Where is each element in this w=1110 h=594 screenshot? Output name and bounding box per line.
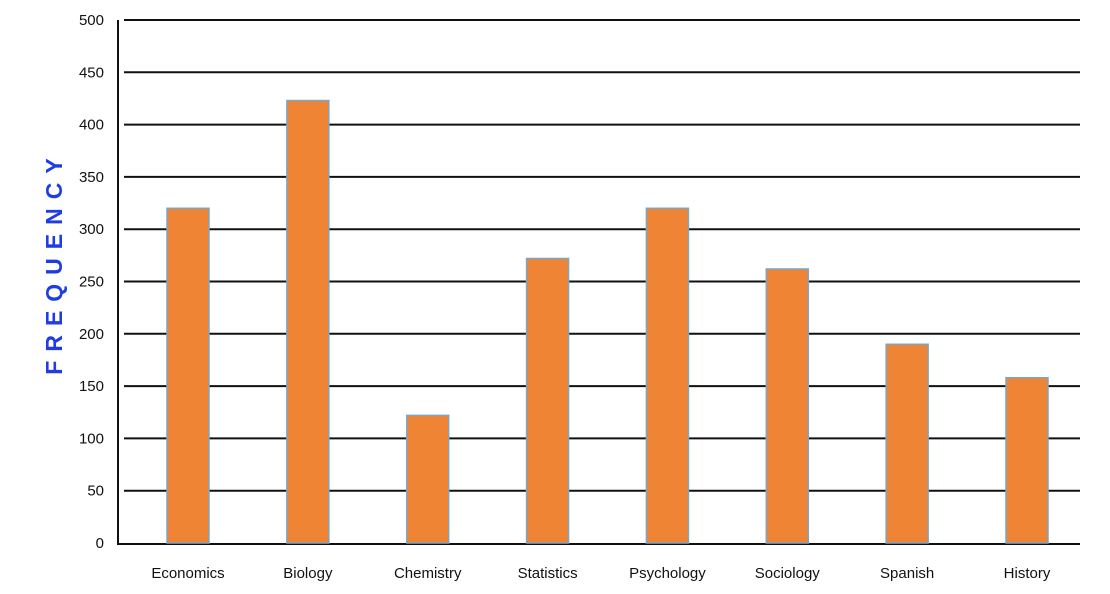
y-tick-label-150: 150	[79, 378, 104, 395]
bar-psychology	[645, 207, 690, 544]
x-tick-label-chemistry: Chemistry	[394, 565, 462, 582]
x-tick-label-biology: Biology	[283, 565, 333, 582]
y-tick-label-200: 200	[79, 326, 104, 343]
y-tick-label-350: 350	[79, 169, 104, 186]
y-tick-label-500: 500	[79, 12, 104, 29]
y-tick-label-0: 0	[96, 535, 104, 552]
x-tick-label-sociology: Sociology	[755, 565, 821, 582]
x-tick-label-economics: Economics	[151, 565, 224, 582]
y-tick-label-300: 300	[79, 221, 104, 238]
grid-lines	[124, 19, 1080, 492]
bar-sociology	[765, 268, 810, 544]
y-axis-label: FREQUENCY	[41, 149, 67, 374]
x-tick-label-statistics: Statistics	[518, 565, 578, 582]
x-tick-label-psychology: Psychology	[629, 565, 706, 582]
bar-history	[1005, 376, 1049, 544]
bar-chemistry	[405, 414, 450, 544]
y-tick-label-50: 50	[87, 483, 104, 500]
y-tick-label-250: 250	[79, 274, 104, 291]
bar-economics	[166, 207, 210, 544]
x-tick-labels: Economics Biology Chemistry Statistics Psych…	[151, 565, 1051, 582]
x-tick-label-spanish: Spanish	[880, 565, 934, 582]
bar-biology	[286, 99, 330, 544]
y-tick-label-450: 450	[79, 64, 104, 81]
x-tick-label-history: History	[1004, 565, 1051, 582]
y-tick-label-400: 400	[79, 117, 104, 134]
bar-statistics	[525, 257, 570, 544]
y-tick-labels: 0 50 100 150 200 250 300 350 400 450 500	[79, 12, 104, 552]
y-tick-label-100: 100	[79, 430, 104, 447]
bar-spanish	[885, 343, 929, 544]
bars	[166, 99, 1049, 544]
